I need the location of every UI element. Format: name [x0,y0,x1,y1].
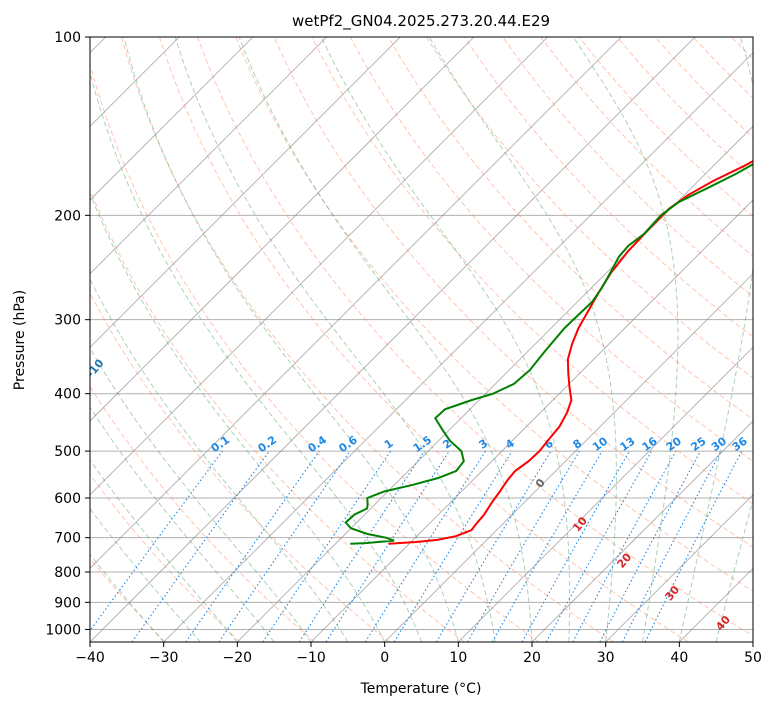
moist-adiabat-line [238,37,533,642]
moist-adiabat-line [90,507,201,642]
y-tick-label: 900 [54,595,81,611]
dry-adiabats [90,37,753,642]
moist-adiabat-line [90,278,349,642]
x-tick-label: 30 [597,650,615,666]
moist-adiabats [90,37,753,642]
isotherm-line [384,273,753,642]
sounding-series [344,159,753,545]
moist-adiabat-line [123,37,459,642]
dry-adiabat-line [90,188,465,642]
x-tick-label: 10 [449,650,467,666]
moist-adiabat-line [678,37,753,642]
dry-adiabat-line [90,473,241,642]
mixing-ratio-line [298,450,425,642]
moist-adiabat-line [90,459,238,642]
isotherm-line [605,494,753,642]
isotherm-line [90,37,254,201]
mixing-ratio-line [218,450,351,642]
y-tick-label: 700 [54,531,81,547]
skewed-isotherms [90,37,753,642]
y-axis-label: Pressure (hPa) [12,290,28,390]
moist-adiabat-line [90,70,422,642]
moist-adiabat-line [90,406,275,642]
x-tick-label: 20 [523,650,541,666]
mixing-ratio-lines [90,450,743,642]
mixing-ratio-line [262,450,392,642]
moist-adiabat-line [90,553,165,642]
x-tick-label: −40 [75,650,105,666]
dewpoint-line [344,163,753,545]
isotherm-line [90,37,548,496]
y-tick-label: 100 [54,30,81,46]
plot-frame [89,36,754,643]
moist-adiabat-line [174,37,496,642]
y-tick-label: 800 [54,565,81,581]
mixing-ratio-line [325,450,450,642]
x-tick-label: −30 [149,650,179,666]
temperature-line [388,159,753,545]
isotherm-line [237,125,753,642]
y-tick-label: 600 [54,491,81,507]
y-tick-label: 400 [54,387,81,403]
isotherm-line [310,199,753,642]
x-tick-label: 0 [380,650,389,666]
x-tick-label: 40 [670,650,688,666]
chart-title: wetPf2_GN04.2025.273.20.44.E29 [292,12,550,31]
mixing-ratio-line [644,450,743,642]
dry-adiabat-line [197,37,753,637]
x-tick-label: 50 [744,650,762,666]
plot-area: 0.10.20.40.611.52346810131620253036-100-… [90,37,753,642]
dry-adiabat-line [90,385,316,642]
pressure-grid [90,37,753,630]
isotherm-line [90,37,622,569]
dry-adiabat-line [90,62,540,642]
isotherm-line [90,37,696,642]
x-tick-label: −10 [296,650,326,666]
isotherm-line [90,37,401,348]
moist-adiabat-line [90,347,312,642]
mixing-ratio-line [521,450,630,642]
isotherm-line [90,37,327,275]
dry-adiabat-line [120,37,614,642]
moist-adiabat-line [90,192,386,642]
mixing-ratio-line [393,450,513,642]
moist-adiabat-line [715,497,753,642]
dry-adiabat-line [235,37,753,592]
y-tick-label: 500 [54,444,81,460]
mixing-ratio-line [185,450,320,642]
dry-adiabat-line [90,292,390,642]
isotherm-line [531,420,753,642]
x-axis-label: Temperature (°C) [360,681,482,697]
y-tick-label: 300 [54,313,81,329]
axes: −40 −30 −20 −10 0 10 20 30 40 50 1000 900 800 700 600 5… [45,30,762,666]
dry-adiabat-line [90,557,166,642]
mixing-ratio-line [90,450,223,632]
dry-adiabat-line [464,37,753,338]
dry-adiabat-line [425,37,753,379]
x-tick-label: −20 [223,650,253,666]
isotherm-line [458,346,753,642]
moist-adiabat-line [320,37,571,642]
mixing-ratio-line [131,450,270,642]
isotherm-line [163,52,753,642]
dry-adiabat-line [273,37,753,548]
moist-adiabat-line [428,37,617,642]
isotherm-line [90,37,475,422]
moist-adiabat-line [572,37,679,642]
y-tick-label: 1000 [45,622,81,638]
mixing-ratio-line [572,450,677,642]
y-tick-label: 200 [54,208,81,224]
dry-adiabat-line [349,37,753,462]
mixing-ratio-line [545,450,653,642]
dry-adiabat-line [159,37,689,642]
